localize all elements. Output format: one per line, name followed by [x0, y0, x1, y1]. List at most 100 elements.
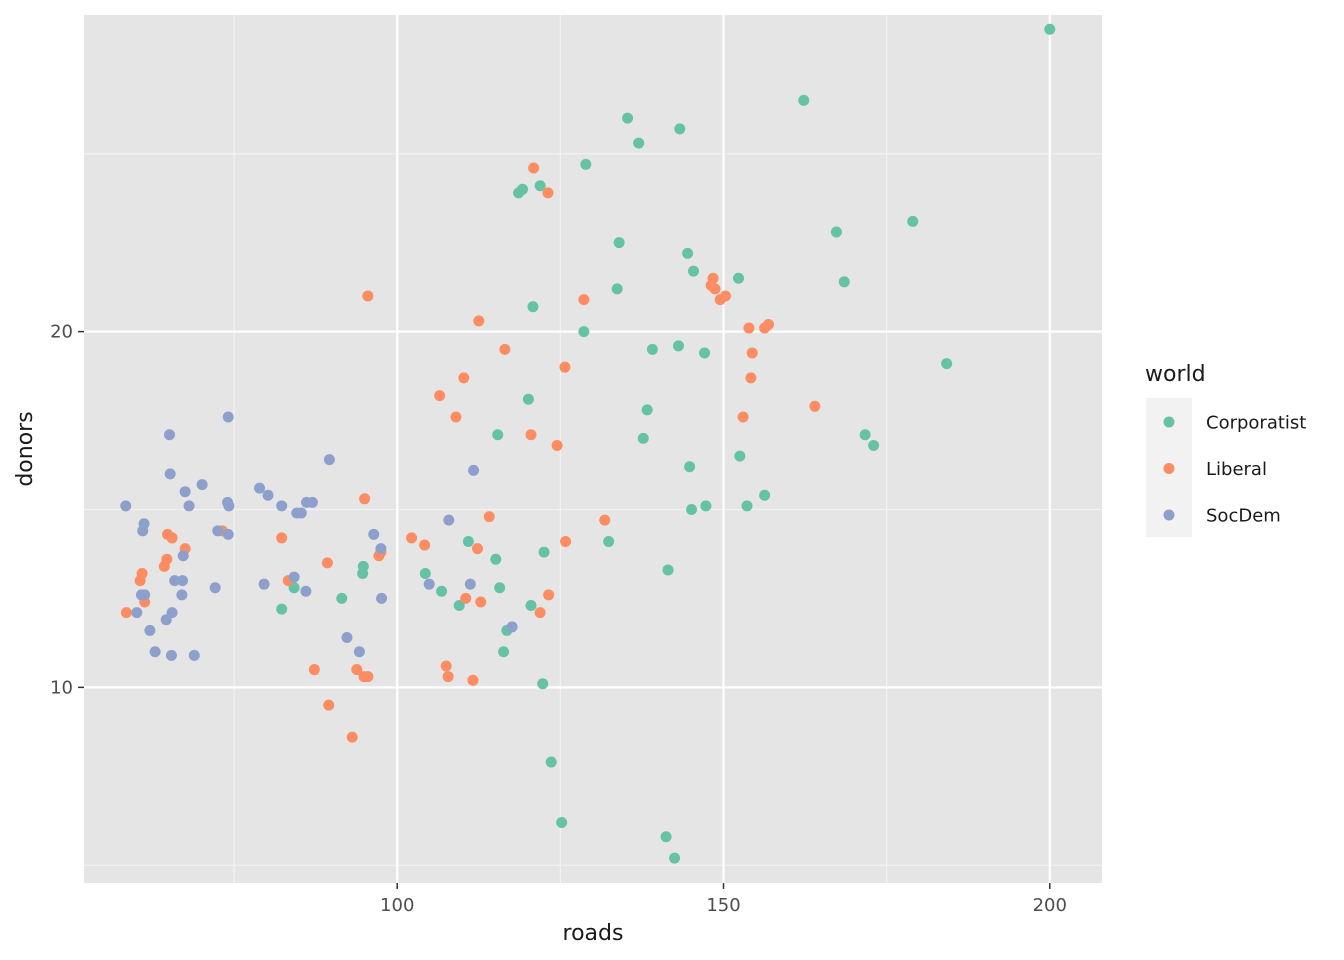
data-point	[560, 535, 572, 547]
series-liberal	[120, 162, 821, 743]
data-point	[745, 372, 757, 384]
data-point	[714, 294, 726, 306]
data-point	[120, 607, 132, 619]
data-point	[262, 489, 274, 501]
data-point	[737, 411, 749, 423]
data-point	[160, 614, 172, 626]
plot-panel	[84, 15, 1102, 883]
data-point	[543, 589, 555, 601]
data-point	[499, 343, 511, 355]
data-point	[1044, 23, 1056, 35]
data-point	[166, 532, 178, 544]
data-point	[323, 699, 335, 711]
data-point	[525, 600, 537, 612]
data-point	[434, 390, 446, 402]
data-point	[464, 578, 476, 590]
data-point	[323, 454, 335, 466]
data-point	[376, 592, 388, 604]
legend-key-socdem	[1163, 509, 1175, 521]
data-point	[254, 482, 266, 494]
data-point	[506, 621, 518, 633]
data-point	[467, 674, 479, 686]
data-point	[308, 664, 320, 676]
data-point	[709, 283, 721, 295]
data-point	[611, 283, 623, 295]
data-point	[559, 361, 571, 373]
data-point	[375, 543, 387, 555]
y-tick-label: 20	[50, 322, 73, 343]
data-point	[134, 575, 146, 587]
data-point	[660, 831, 672, 843]
legend: world Corporatist Liberal SocDem	[1145, 362, 1306, 537]
data-point	[158, 560, 170, 572]
data-point	[556, 817, 568, 829]
x-tick-label: 200	[1033, 895, 1067, 916]
data-point	[176, 589, 188, 601]
data-point	[699, 347, 711, 359]
data-point	[321, 557, 333, 569]
legend-items: Corporatist Liberal SocDem	[1163, 413, 1306, 527]
data-point	[359, 493, 371, 505]
data-point	[144, 624, 156, 636]
data-point	[646, 343, 658, 355]
data-point	[368, 528, 380, 540]
data-point	[468, 464, 480, 476]
axis-ticks	[78, 330, 1051, 889]
data-point	[473, 315, 485, 327]
data-point	[859, 429, 871, 441]
data-point	[291, 507, 303, 519]
data-point	[406, 532, 418, 544]
data-point	[443, 514, 455, 526]
x-axis-title: roads	[563, 921, 624, 946]
data-point	[276, 532, 288, 544]
data-point	[700, 500, 712, 512]
data-point	[528, 162, 540, 174]
data-point	[734, 450, 746, 462]
data-point	[498, 646, 510, 658]
data-point	[357, 568, 369, 580]
data-point	[746, 347, 758, 359]
data-point	[131, 607, 143, 619]
data-point	[578, 326, 590, 338]
data-point	[353, 646, 365, 658]
data-point	[462, 535, 474, 547]
data-point	[336, 592, 348, 604]
data-point	[137, 525, 149, 537]
legend-label-socdem: SocDem	[1206, 506, 1281, 527]
data-point	[169, 575, 181, 587]
data-point	[341, 632, 353, 644]
data-point	[222, 411, 234, 423]
data-point	[669, 852, 681, 864]
data-point	[684, 461, 696, 473]
data-point	[209, 582, 221, 594]
y-tick-labels: 10 20	[50, 322, 73, 699]
data-point	[483, 511, 495, 523]
data-point	[453, 600, 465, 612]
data-point	[494, 582, 506, 594]
data-point	[809, 400, 821, 412]
data-point	[686, 503, 698, 515]
data-point	[534, 180, 546, 192]
data-point	[120, 500, 132, 512]
series-socdem	[120, 411, 518, 661]
data-point	[517, 183, 529, 195]
legend-title: world	[1145, 362, 1206, 387]
data-point	[599, 514, 611, 526]
data-point	[641, 404, 653, 416]
data-point	[537, 678, 549, 690]
data-point	[306, 496, 318, 508]
data-point	[458, 372, 470, 384]
data-point	[212, 525, 224, 537]
data-point	[419, 539, 431, 551]
data-points	[120, 23, 1056, 864]
data-point	[471, 543, 483, 555]
major-grid	[84, 15, 1102, 883]
data-point	[672, 340, 684, 352]
data-point	[662, 564, 674, 576]
data-point	[687, 265, 699, 277]
data-point	[440, 660, 452, 672]
data-point	[941, 358, 953, 370]
data-point	[423, 578, 435, 590]
data-point	[177, 550, 189, 562]
legend-key-corporatist	[1163, 416, 1175, 428]
